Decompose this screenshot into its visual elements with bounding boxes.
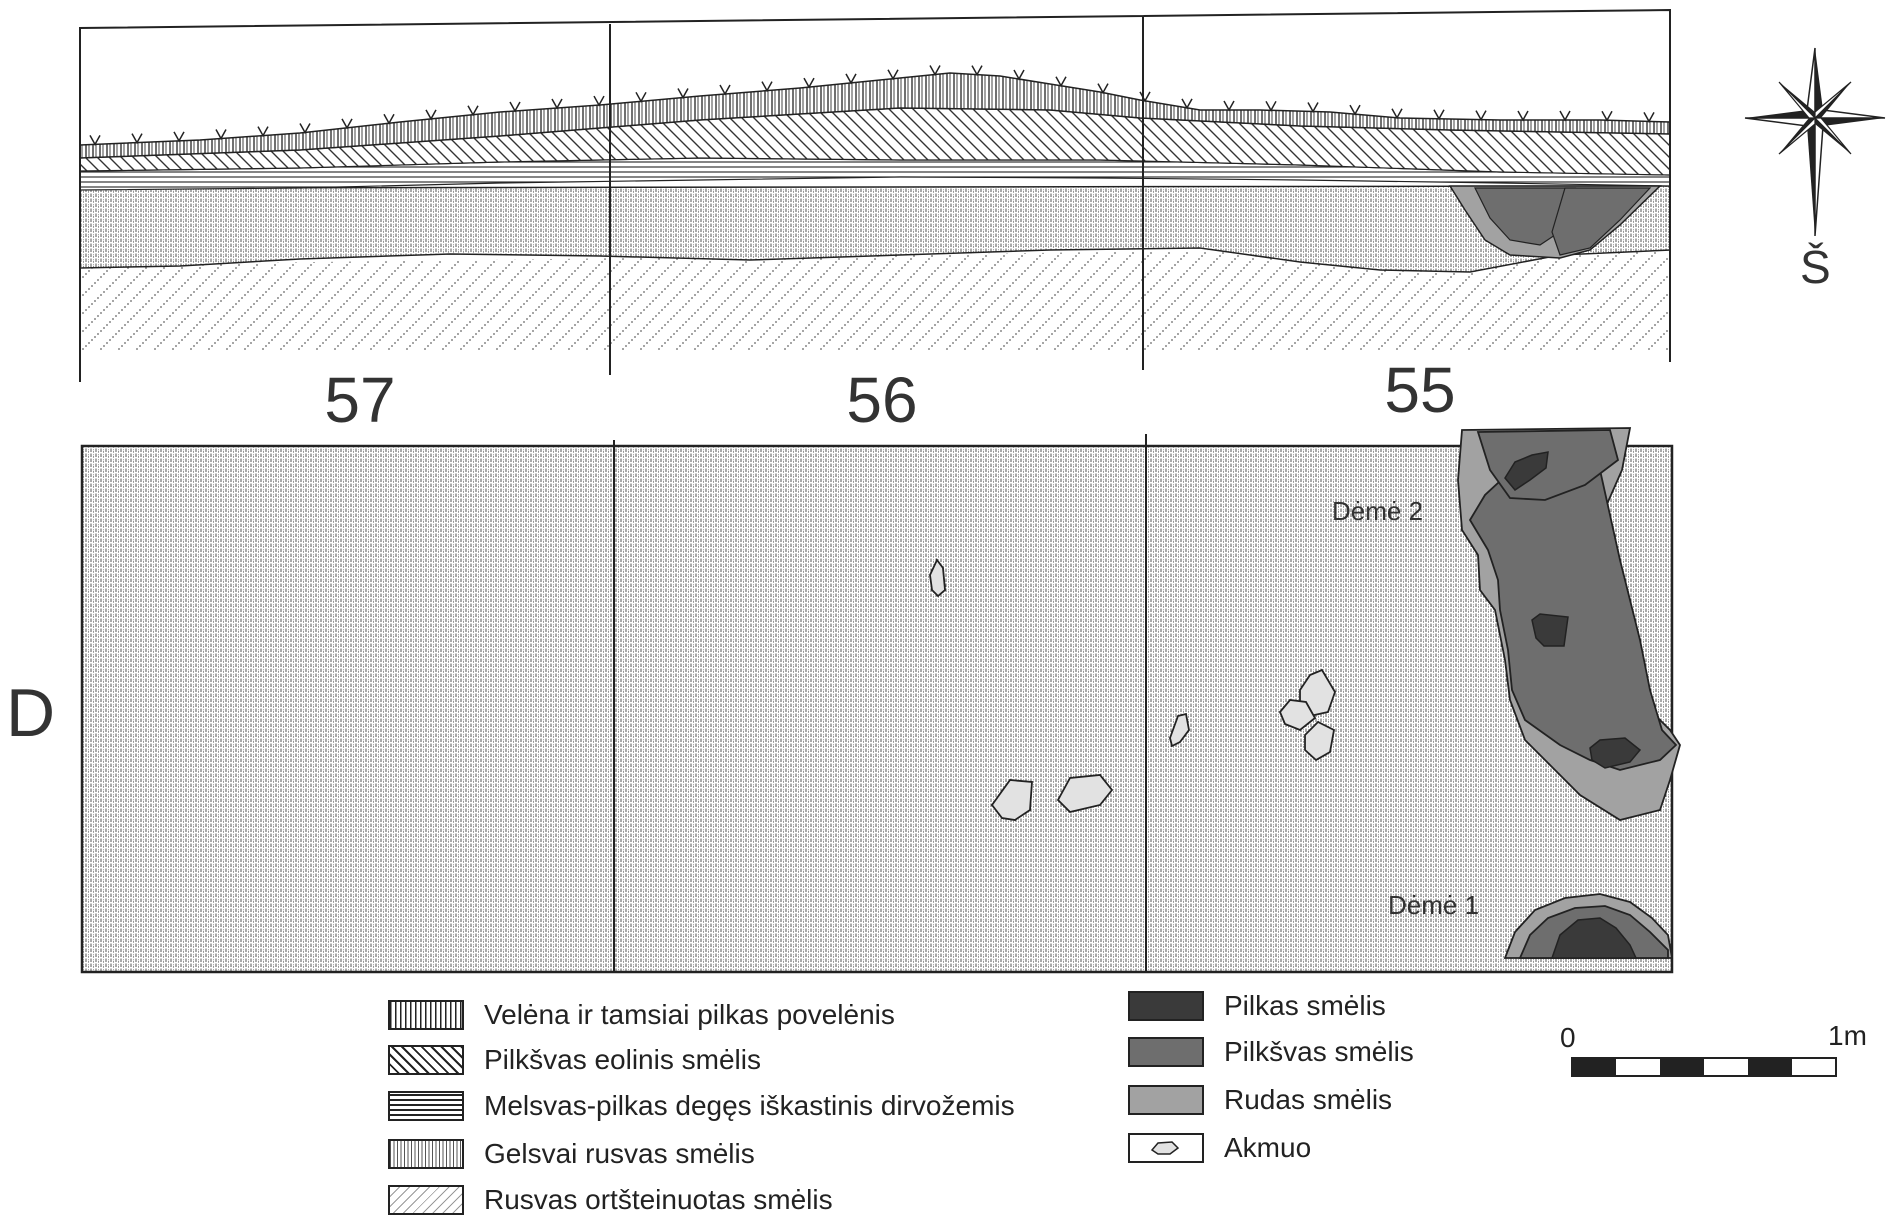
legend-item-rudas: Rudas smėlis [1128,1080,1392,1120]
grass-tick [173,131,185,143]
grass-tick [131,133,143,145]
scale-start-label: 0 [1560,1022,1576,1053]
plan-area [80,444,1674,974]
square-number-55: 55 [1384,354,1456,426]
layer-velena [79,72,1671,159]
grass-tick [1475,110,1487,122]
grass-tick [1643,112,1655,123]
grass-tick [425,109,437,121]
square-number-56: 56 [846,364,918,436]
legend-item-pilkas: Pilkas smėlis [1128,986,1386,1026]
west-letter: D [6,675,56,751]
legend-label: Melsvas-pilkas degęs iškastinis dirvožem… [484,1090,1015,1121]
stone [1056,774,1114,813]
grass-tick [677,88,689,100]
grass-ticks [89,65,1655,146]
stone-swatch-icon [1128,1133,1204,1163]
stone [1278,699,1317,732]
deme1-label: Dėmė 1 [1388,890,1480,920]
legend-label: Akmuo [1224,1132,1312,1163]
grass-tick [761,81,773,93]
grass-tick [89,135,101,146]
stones [929,558,1336,821]
vertical-dotted-swatch-icon [388,1139,464,1169]
grass-tick [1559,110,1571,122]
legend-label: Rusvas ortšteinuotas smėlis [484,1184,833,1215]
legend-label: Rudas smėlis [1224,1084,1393,1115]
legend-label: Pilkas smėlis [1224,990,1386,1021]
deme1-pilkas-smelis [1550,917,1638,959]
legend-item-pilksvas: Pilkšvas smėlis [1128,1032,1414,1072]
grass-tick [1013,69,1025,81]
grass-tick [1433,109,1445,121]
grass-tick [1265,100,1277,112]
stone [929,558,946,598]
grass-tick [1517,110,1529,122]
grass-tick [257,126,269,138]
grass-tick [1391,108,1403,120]
grass-tick [383,113,395,125]
profile-frame [79,8,1671,382]
compass-letter-north: Š [1800,241,1831,293]
grass-tick [1601,110,1613,122]
rudas-swatch-icon [1128,1085,1204,1115]
grass-tick [1139,91,1151,103]
legend-item-melsvas-pilkas: Melsvas-pilkas degęs iškastinis dirvožem… [388,1086,1015,1126]
grass-tick [1223,100,1235,112]
grass-tick [635,91,647,103]
stone [990,779,1033,821]
legend-item-ortsteinuotas: Rusvas ortšteinuotas smėlis [388,1180,833,1220]
scale-bar [1571,1057,1837,1077]
layer-rusvas-ortsteinuotas [80,245,1670,350]
grass-tick [971,65,983,77]
grass-tick [1349,104,1361,116]
legend-label: Velėna ir tamsiai pilkas povelėnis [484,999,895,1030]
grass-tick [1307,102,1319,114]
horizontal-hatch-swatch-icon [388,1091,464,1121]
grass-tick [299,123,311,134]
square-number-57: 57 [324,364,396,436]
sod-swatch-icon [388,1000,464,1030]
stone [1304,720,1336,762]
diagonal-hatch-swatch-icon [388,1045,464,1075]
legend-item-gelsvai-rusvas: Gelsvai rusvas smėlis [388,1134,755,1174]
grass-tick [1055,76,1067,88]
deme2-label: Dėmė 2 [1332,496,1424,526]
grass-tick [509,101,521,113]
grass-tick [719,84,731,96]
stone [1169,712,1190,748]
grass-tick [1097,83,1109,95]
deme2-pilkas-middle [1531,613,1569,647]
grass-tick [1181,98,1193,110]
layer-gelsvai-rusvas [79,185,1671,273]
profile-section [79,8,1671,382]
pilksvas-swatch-icon [1128,1037,1204,1067]
grass-tick [929,65,941,77]
grass-tick [551,98,563,110]
grass-tick [341,118,353,130]
legend-item-akmuo: Akmuo [1128,1128,1311,1168]
legend-label: Pilkšvas eolinis smėlis [484,1044,761,1075]
legend-item-velena: Velėna ir tamsiai pilkas povelėnis [388,995,895,1035]
grass-tick [803,77,815,89]
grass-tick [215,129,227,141]
plan-view [80,427,1681,974]
legend-label: Pilkšvas smėlis [1224,1036,1414,1067]
legend-label: Gelsvai rusvas smėlis [484,1138,755,1169]
scale-end-label: 1m [1828,1020,1867,1051]
dotted-diagonal-swatch-icon [388,1185,464,1215]
compass-rose [1744,47,1886,237]
deme2-pilkas-top [1504,451,1549,491]
deme2-pilkas-bottom [1589,737,1642,769]
pilkas-swatch-icon [1128,991,1204,1021]
profile-pit-right [1551,187,1652,256]
grass-tick [887,69,899,81]
grass-tick [845,73,857,85]
grass-tick [467,105,479,117]
stone-icon [1150,1141,1180,1155]
grass-tick [593,95,605,107]
legend-item-eolinis: Pilkšvas eolinis smėlis [388,1040,761,1080]
